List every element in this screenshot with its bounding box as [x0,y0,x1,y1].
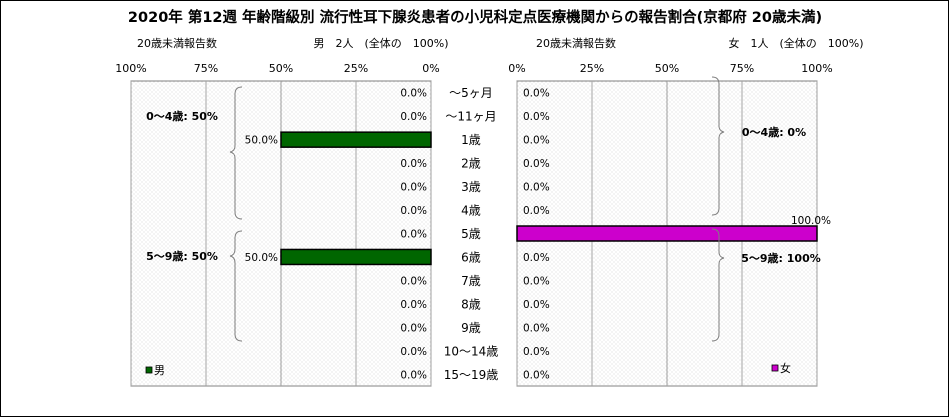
right-value-label: 0.0% [523,346,550,358]
right-legend: 女 [771,361,791,375]
right-bracket-5-9 [711,228,725,342]
left-value-label: 50.0% [245,252,278,264]
left-bracket-0-4 [229,86,243,220]
left-bracket-5-9 [229,230,243,342]
right-value-labels: 0.0% 0.0% 0.0% 0.0% 0.0% 0.0% 100.0% 0.0% 0.0% 0.… [523,88,831,382]
category-label: 4歳 [461,204,481,218]
left-legend-label: 男 [154,364,165,377]
right-tick-label: 0% [508,62,525,75]
left-value-label: 0.0% [400,322,427,334]
left-value-label: 0.0% [400,299,427,311]
right-value-label: 0.0% [523,299,550,311]
category-label: ～11ヶ月 [445,110,496,124]
left-tick-label: 25% [344,62,368,75]
right-group-label-0-4: 0～4歳: 0% [742,125,806,139]
left-value-label: 0.0% [400,158,427,170]
category-label: 15～19歳 [444,368,499,382]
left-bar [280,131,432,148]
right-value-label: 0.0% [523,88,550,100]
right-value-label: 0.0% [523,322,550,334]
right-value-label: 0.0% [523,182,550,194]
left-axis-ticks: 100% 75% 50% 25% 0% [115,62,439,75]
category-label: 9歳 [461,321,481,335]
category-labels: ～5ヶ月 ～11ヶ月 1歳 2歳 3歳 4歳 5歳 6歳 7歳 8歳 9歳 10～14歳 15～19歳 [444,86,499,382]
left-tick-label: 75% [194,62,218,75]
category-label: 5歳 [461,227,481,241]
right-bar [516,225,818,242]
left-bars [280,131,432,266]
left-value-label: 50.0% [245,135,278,147]
right-group-label-5-9: 5～9歳: 100% [741,251,821,265]
right-value-label: 0.0% [523,369,550,381]
right-value-label: 0.0% [523,205,550,217]
right-bars [516,225,818,242]
left-group-label-5-9: 5～9歳: 50% [146,249,218,263]
category-label: 6歳 [461,250,481,264]
left-tick-label: 50% [269,62,293,75]
left-value-label: 0.0% [400,369,427,381]
right-bracket-0-4 [711,76,725,216]
category-label: 1歳 [461,133,481,147]
left-group-brackets [229,86,243,342]
right-tick-label: 25% [580,62,604,75]
left-subtitle-label: 20歳未満報告数 [137,37,217,50]
right-legend-label: 女 [780,361,791,375]
category-label: 7歳 [461,274,481,288]
left-value-label: 0.0% [400,111,427,123]
left-value-labels: 0.0% 0.0% 50.0% 0.0% 0.0% 0.0% 0.0% 50.0% 0.0% 0.… [245,88,427,382]
chart-title: 2020年 第12週 年齢階級別 流行性耳下腺炎患者の小児科定点医療機関からの報… [128,8,822,26]
left-value-label: 0.0% [400,88,427,100]
left-legend-swatch [145,366,153,374]
category-label: 3歳 [461,180,481,194]
category-label: 10～14歳 [444,344,499,358]
right-subtitle-label: 20歳未満報告数 [536,37,616,50]
category-label: 2歳 [461,157,481,171]
left-value-label: 0.0% [400,346,427,358]
right-axis-ticks: 0% 25% 50% 75% 100% [508,62,832,75]
right-legend-swatch [771,364,779,372]
left-tick-label: 0% [422,62,439,75]
left-value-label: 0.0% [400,182,427,194]
right-value-label: 100.0% [791,215,831,227]
right-subtitle-count: 女 1人 (全体の 100%) [728,36,863,50]
right-value-label: 0.0% [523,252,550,264]
right-tick-label: 75% [730,62,754,75]
left-value-label: 0.0% [400,229,427,241]
category-label: 8歳 [461,297,481,311]
left-tick-label: 100% [115,62,146,75]
left-value-label: 0.0% [400,275,427,287]
left-bar [280,248,432,266]
category-label: ～5ヶ月 [449,86,493,100]
right-value-label: 0.0% [523,111,550,123]
left-value-label: 0.0% [400,205,427,217]
right-tick-label: 100% [801,62,832,75]
right-value-label: 0.0% [523,158,550,170]
right-value-label: 0.0% [523,135,550,147]
right-value-label: 0.0% [523,275,550,287]
left-subtitle-count: 男 2人 (全体の 100%) [313,36,448,50]
right-tick-label: 50% [655,62,679,75]
left-legend: 男 [145,364,165,377]
left-group-label-0-4: 0～4歳: 50% [146,109,218,123]
right-group-brackets [711,76,725,342]
